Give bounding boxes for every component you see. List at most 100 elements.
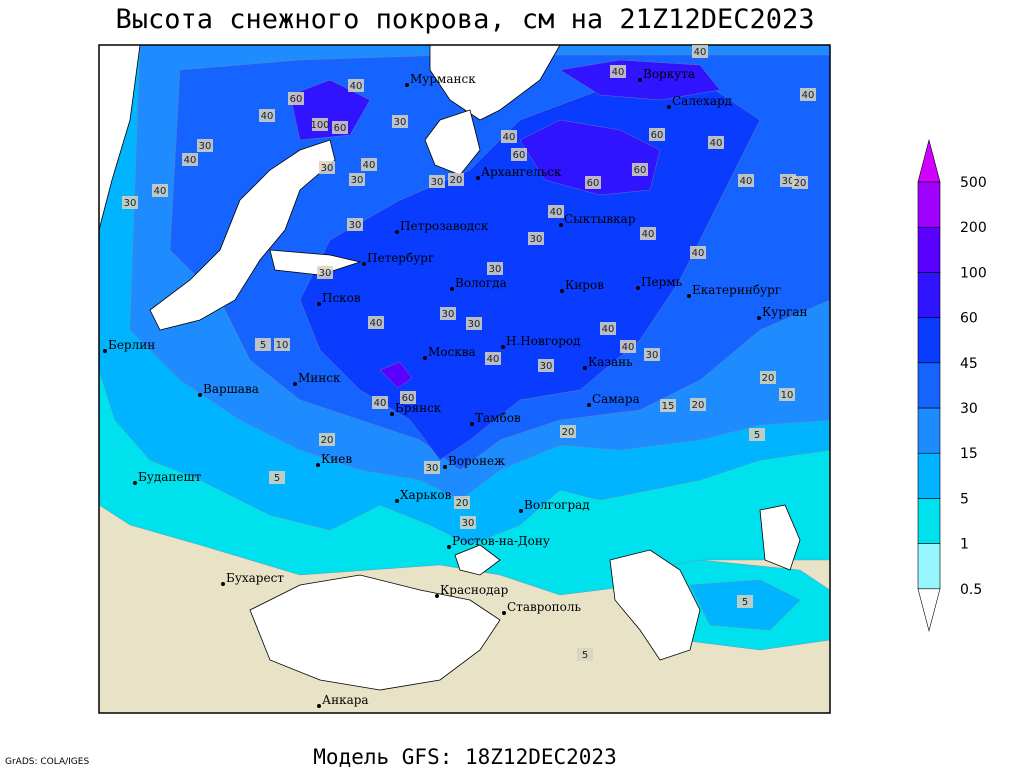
colorbar-label: 100 — [960, 265, 987, 281]
contour-label: 40 — [622, 342, 635, 353]
contour-label: 30 — [442, 309, 455, 320]
snow-region — [519, 119, 661, 196]
colorbar-segment — [917, 272, 941, 318]
city-dot — [502, 611, 506, 615]
contour-label: 20 — [321, 435, 334, 446]
contour-label-bg — [440, 307, 456, 320]
colorbar-segment — [917, 452, 941, 499]
city-label: Будапешт — [138, 470, 202, 484]
contour-label-bg — [737, 595, 753, 608]
contour-label-bg — [429, 175, 445, 188]
colorbar-label: 45 — [960, 356, 978, 372]
city-dot — [443, 465, 447, 469]
contour-label-bg — [760, 371, 776, 384]
credit: GrADS: COLA/IGES — [5, 757, 89, 767]
city-label: Казань — [588, 355, 633, 369]
contour-label: 40 — [370, 318, 383, 329]
city-dot — [501, 345, 505, 349]
contour-label: 60 — [290, 94, 303, 105]
city-dot — [316, 463, 320, 467]
contour-label-bg — [368, 316, 384, 329]
contour-label-bg — [738, 174, 754, 187]
contour-label: 60 — [587, 178, 600, 189]
contour-label-bg — [460, 516, 476, 529]
city-dot — [198, 393, 202, 397]
contour-label: 20 — [794, 178, 807, 189]
colorbar-label: 1 — [960, 537, 969, 553]
contour-label: 30 — [530, 234, 543, 245]
sea — [269, 249, 362, 276]
contour-label-bg — [332, 121, 348, 134]
contour-label-bg — [152, 184, 168, 197]
colorbar-segment — [917, 543, 941, 590]
city-label: Архангельск — [481, 165, 562, 179]
contour-label-bg — [182, 153, 198, 166]
contour-label: 20 — [456, 498, 469, 509]
city-dot — [395, 230, 399, 234]
city-dot — [476, 176, 480, 180]
contour-label: 30 — [394, 117, 407, 128]
contour-label-bg — [487, 262, 503, 275]
contour-label: 60 — [402, 393, 415, 404]
city-label: Бухарест — [226, 571, 284, 585]
city-label: Берлин — [108, 338, 155, 352]
city-dot — [317, 704, 321, 708]
city-dot — [405, 83, 409, 87]
sea — [99, 45, 141, 231]
contour-label-bg — [644, 348, 660, 361]
contour-label: 40 — [710, 138, 723, 149]
city-dot — [390, 412, 394, 416]
contour-label: 15 — [662, 401, 675, 412]
city-label: Ставрополь — [507, 600, 581, 614]
city-label: Брянск — [395, 401, 442, 415]
city-label: Пермь — [641, 275, 683, 289]
city-dot — [362, 262, 366, 266]
contour-label-bg — [690, 398, 706, 411]
city-label: Тамбов — [475, 411, 521, 425]
sea — [249, 574, 501, 691]
contour-label-bg — [274, 338, 290, 351]
contour-label-bg — [392, 115, 408, 128]
contour-label-bg — [197, 139, 213, 152]
city-label: Самара — [592, 392, 640, 406]
colorbar-label: 15 — [960, 446, 978, 462]
contour-label: 30 — [124, 198, 137, 209]
city-dot — [636, 286, 640, 290]
contour-label-bg — [779, 388, 795, 401]
contour-label-bg — [347, 218, 363, 231]
contour-label-bg — [548, 205, 564, 218]
contour-label-bg — [577, 648, 593, 661]
city-dot — [583, 366, 587, 370]
contour-label: 40 — [692, 248, 705, 259]
city-dot — [450, 287, 454, 291]
city-dot — [560, 289, 564, 293]
colorbar-label: 30 — [960, 401, 978, 417]
map-frame — [98, 44, 831, 714]
city-label: Вологда — [455, 276, 507, 290]
contour-label-bg — [485, 352, 501, 365]
colorbar-bottom — [917, 588, 941, 632]
contour-label-bg — [632, 163, 648, 176]
contour-label: 40 — [261, 111, 274, 122]
colorbar-segment — [917, 362, 941, 409]
city-dot — [103, 349, 107, 353]
contour-label: 40 — [642, 229, 655, 240]
colorbar-label: 5 — [960, 491, 969, 507]
title: Высота снежного покрова, см на 21Z12DEC2… — [116, 4, 815, 35]
city-label: Салехард — [672, 94, 732, 108]
city-label: Петрозаводск — [400, 219, 489, 233]
contour-label: 40 — [154, 186, 167, 197]
city-label: Екатеринбург — [692, 283, 781, 297]
contour-label: 5 — [582, 650, 588, 661]
city-dot — [317, 302, 321, 306]
contour-label: 5 — [754, 430, 760, 441]
city-label: Воронеж — [448, 454, 505, 468]
contour-label: 40 — [487, 354, 500, 365]
colorbar-label: 60 — [960, 311, 978, 327]
city-dot — [133, 481, 137, 485]
contour-label: 10 — [781, 390, 794, 401]
contour-label: 30 — [540, 361, 553, 372]
contour-label-bg — [620, 340, 636, 353]
contour-label: 60 — [651, 130, 664, 141]
